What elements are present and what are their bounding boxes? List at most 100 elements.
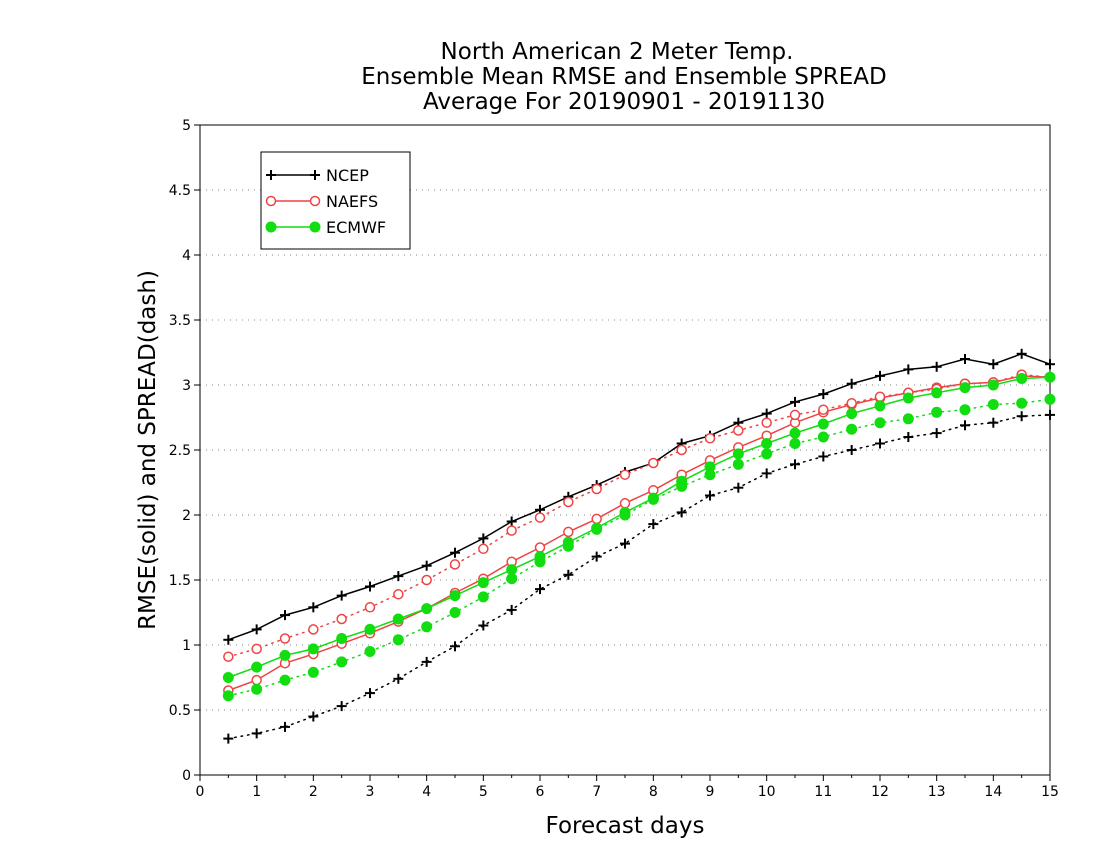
x-tick-label: 10 (758, 784, 776, 800)
x-tick-label: 1 (252, 784, 261, 800)
series-ecmwf-rmse-point (364, 623, 376, 635)
series-ncep-rmse-point (1016, 348, 1027, 359)
series-ncep-spread-point (903, 432, 914, 442)
series-ecmwf-rmse-point (1044, 371, 1056, 383)
series-naefs-spread-point (619, 469, 631, 480)
series-ecmwf-spread-point (506, 573, 518, 585)
series-ecmwf-spread-point (307, 666, 319, 678)
series-ncep-rmse-point (280, 610, 290, 621)
x-tick-label: 13 (928, 784, 946, 800)
series-ncep-spread-point (421, 656, 432, 667)
series-ecmwf-spread-point (732, 458, 744, 470)
series-naefs-rmse-point (251, 674, 262, 686)
series-naefs-spread-point (421, 574, 432, 586)
series-ncep-spread-point (1045, 409, 1055, 420)
series-ncep-spread-point (251, 728, 262, 739)
series-ncep-rmse-point (450, 547, 460, 558)
series-naefs-spread-point (761, 417, 772, 428)
series-ncep-spread-point (818, 451, 829, 462)
series-naefs-spread-point (874, 391, 886, 402)
series-ecmwf-spread-point (251, 683, 263, 695)
series-ecmwf-spread-point (817, 431, 829, 443)
series-ncep-rmse-point (1045, 359, 1055, 370)
series-naefs-spread-point (223, 651, 234, 662)
series-naefs-rmse-point (563, 526, 574, 538)
chart-title-line-3: Average For 20190901 - 20191130 (423, 89, 825, 115)
series-ecmwf-rmse-point (874, 400, 886, 412)
series-ncep-rmse-point (790, 396, 800, 407)
series-ncep-spread-point (676, 507, 687, 518)
series-ecmwf-rmse-point (279, 649, 291, 661)
series-ncep-spread-point (620, 538, 630, 549)
series-ecmwf-rmse-point (1016, 373, 1028, 384)
y-tick-label: 2 (182, 508, 191, 524)
series-ncep-spread-point (988, 417, 999, 428)
series-naefs-spread-point (308, 624, 319, 635)
series-naefs-spread-point (591, 483, 602, 495)
series-ncep-spread-line (227, 414, 1051, 740)
series-ncep-spread-point (308, 711, 319, 722)
series-ecmwf-spread-point (987, 399, 999, 410)
y-axis-label: RMSE(solid) and SPREAD(dash) (135, 270, 161, 630)
x-axis-label: Forecast days (546, 813, 705, 839)
y-tick-label: 4.5 (169, 183, 191, 199)
series-ecmwf-spread-point (902, 413, 914, 425)
series-ncep-rmse-point (960, 354, 970, 364)
series-ecmwf-rmse-point (959, 382, 971, 394)
series-naefs-spread-point (789, 409, 801, 421)
series-ecmwf-rmse-point (902, 392, 914, 404)
x-tick-label: 7 (592, 784, 601, 800)
series-ncep-spread-point (535, 584, 545, 595)
series-naefs-spread-point (393, 589, 404, 600)
y-tick-label: 1 (182, 638, 191, 654)
series-ncep-spread-point (790, 459, 800, 470)
x-tick-label: 5 (479, 784, 488, 800)
series-ecmwf-spread-point (931, 406, 943, 418)
x-tick-label: 9 (706, 784, 715, 800)
y-tick-label: 5 (182, 118, 191, 134)
series-ecmwf-rmse-point (449, 590, 461, 602)
series-ncep-spread-point (563, 569, 574, 580)
x-tick-label: 8 (649, 784, 658, 800)
series-ncep-spread-point (450, 641, 460, 652)
series-naefs-spread-point (336, 613, 347, 625)
series-naefs-spread-line (227, 373, 1051, 658)
series-ecmwf-rmse-point (421, 603, 433, 615)
series-ncep-rmse-point (223, 634, 234, 645)
series-ecmwf-rmse-point (987, 379, 999, 391)
series-naefs-spread-point (846, 397, 857, 409)
series-ecmwf-spread-point (591, 523, 603, 535)
series-ncep-spread-point (506, 604, 517, 615)
x-tick-label: 6 (536, 784, 545, 800)
series-naefs-spread-point (704, 433, 716, 444)
series-ncep-rmse-point (761, 408, 772, 419)
series-group (222, 348, 1056, 744)
series-naefs-spread-point (364, 602, 376, 613)
series-ecmwf-spread-point (222, 690, 234, 702)
series-naefs-spread-point (534, 512, 546, 523)
series-ncep-rmse-point (251, 624, 262, 635)
series-ncep-spread-point (705, 490, 715, 501)
x-tick-label: 4 (422, 784, 431, 800)
series-ncep-spread-point (336, 701, 347, 712)
y-tick-label: 0 (182, 768, 191, 784)
series-naefs-spread-point (563, 496, 574, 508)
series-ecmwf-spread-point (619, 509, 631, 521)
y-tick-label: 4 (182, 248, 191, 264)
series-naefs-rmse-point (534, 542, 546, 553)
series-naefs-spread-point (251, 643, 262, 655)
series-ncep-rmse-point (393, 571, 404, 582)
y-tick-label: 1.5 (169, 573, 191, 589)
series-ecmwf-spread-point (676, 480, 688, 492)
series-ecmwf-rmse-point (506, 564, 518, 576)
legend-ncep-marker (310, 170, 320, 180)
series-ncep-rmse-point (336, 590, 347, 601)
series-ncep-rmse-point (506, 516, 517, 527)
series-ecmwf-spread-point (846, 423, 858, 435)
series-ecmwf-spread-point (534, 556, 546, 568)
series-ncep-spread-point (875, 438, 885, 449)
series-ecmwf-spread-point (761, 448, 773, 460)
series-ncep-spread-point (931, 428, 942, 439)
series-naefs-spread-point (733, 425, 744, 436)
